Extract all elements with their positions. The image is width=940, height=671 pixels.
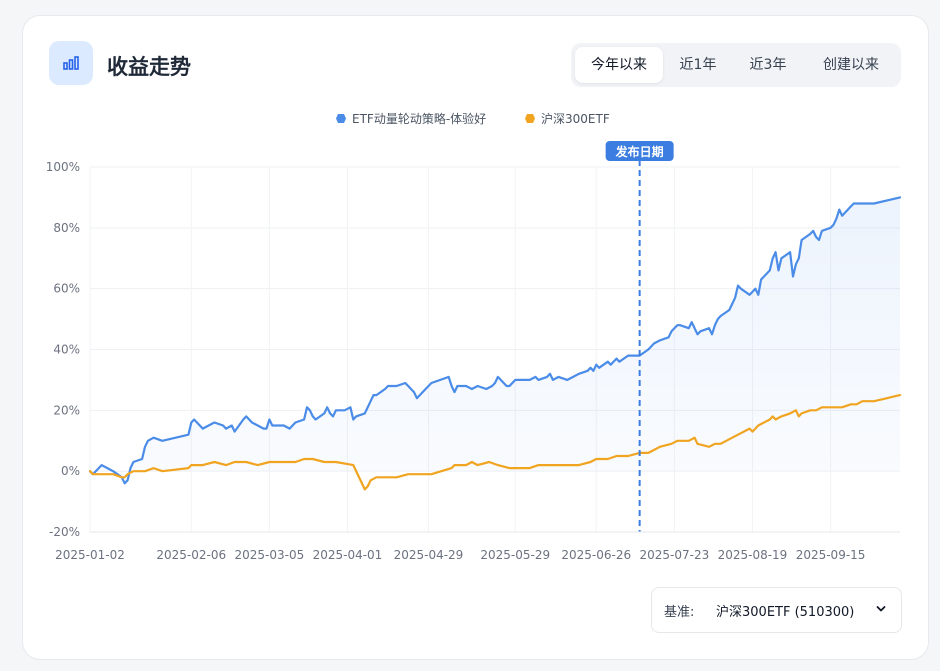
legend-label-benchmark: 沪深300ETF xyxy=(541,112,610,126)
chart-badge xyxy=(49,41,93,85)
tab-3y[interactable]: 近3年 xyxy=(749,57,787,73)
legend-marker-strategy xyxy=(336,114,346,123)
range-tabs: 今年以来 近1年 近3年 创建以来 xyxy=(571,43,901,87)
page-title: 收益走势 xyxy=(107,55,191,79)
legend-marker-benchmark xyxy=(525,114,535,123)
tab-ytd[interactable]: 今年以来 xyxy=(575,47,663,83)
legend-item-benchmark[interactable]: 沪深300ETF xyxy=(525,110,610,127)
legend-item-strategy[interactable]: ETF动量轮动策略-体验好 xyxy=(336,110,486,127)
benchmark-value: 沪深300ETF (510300) xyxy=(716,605,855,620)
legend-label-strategy: ETF动量轮动策略-体验好 xyxy=(352,112,487,126)
benchmark-select[interactable]: 基准: 沪深300ETF (510300) xyxy=(651,587,902,633)
bar-chart-icon xyxy=(63,56,79,70)
benchmark-label: 基准: xyxy=(664,605,695,620)
tab-since-inception[interactable]: 创建以来 xyxy=(823,57,879,73)
chevron-down-icon xyxy=(876,606,886,612)
returns-trend-card: 收益走势 今年以来 近1年 近3年 创建以来 ETF动量轮动策略-体验好 沪深3… xyxy=(22,15,929,660)
tab-1y[interactable]: 近1年 xyxy=(679,57,717,73)
